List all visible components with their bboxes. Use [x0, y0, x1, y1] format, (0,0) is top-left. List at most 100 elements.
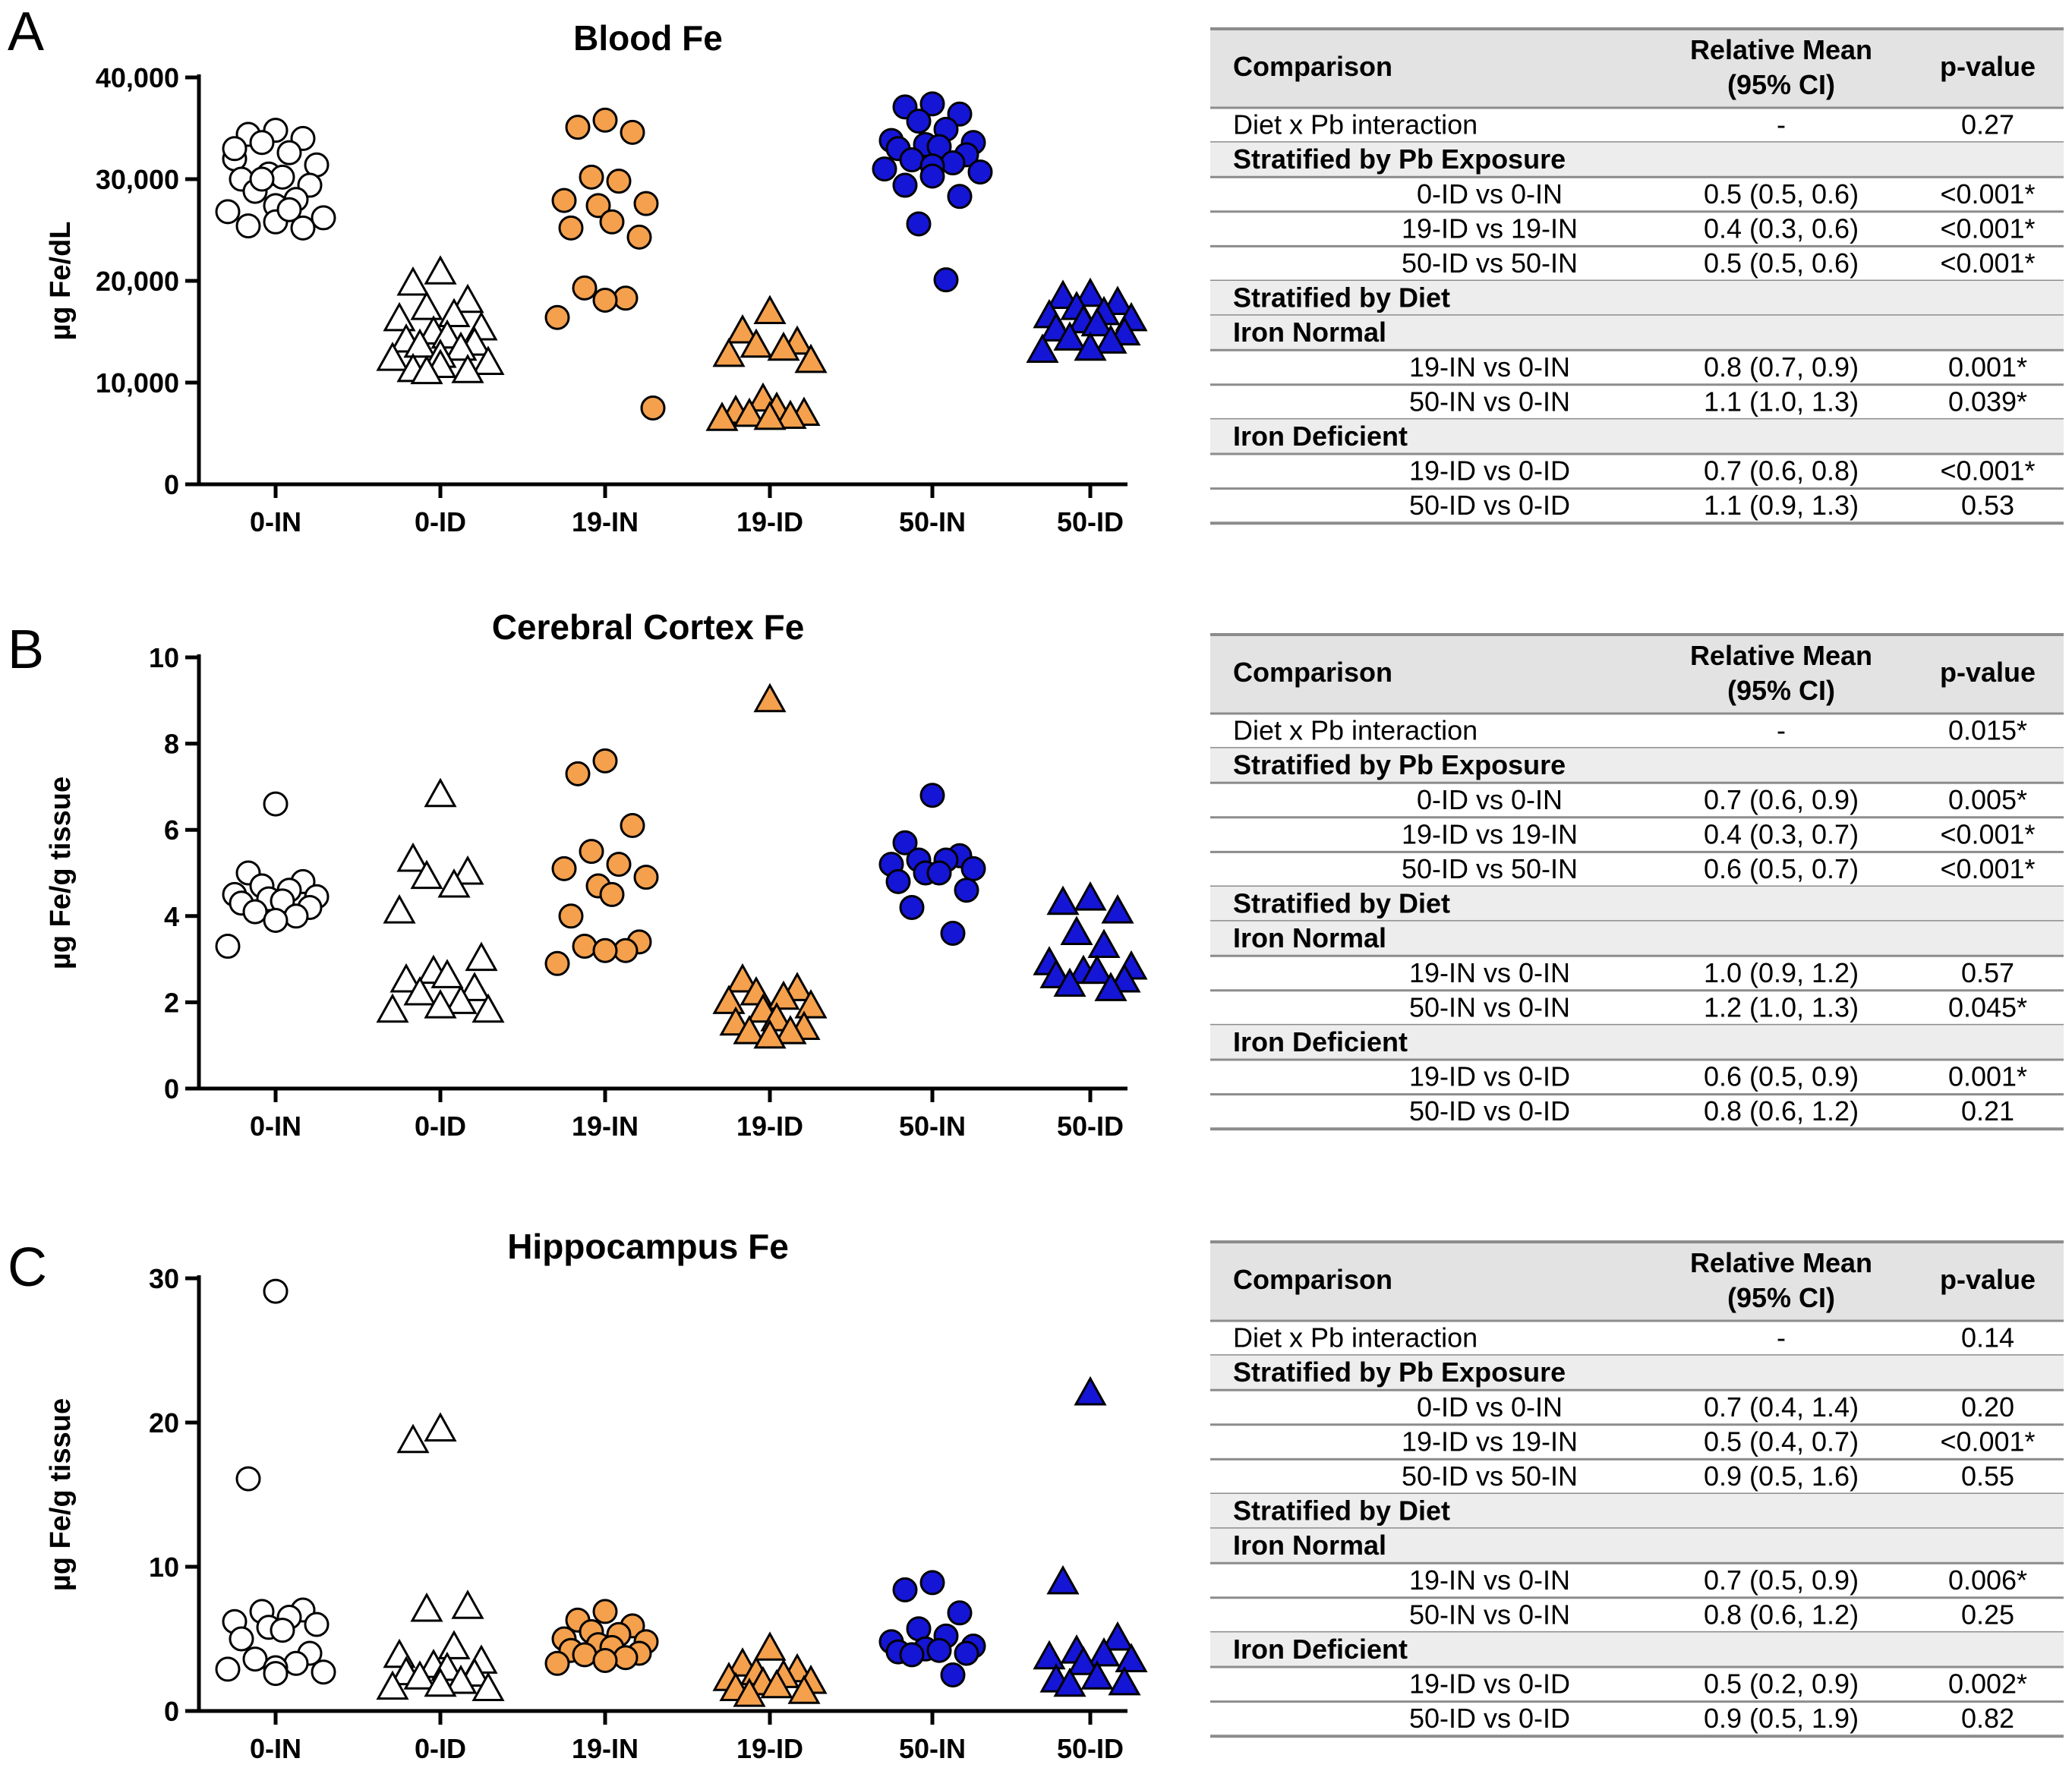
data-point — [304, 1612, 330, 1637]
mean-cell: 0.4 (0.3, 0.7) — [1704, 818, 1859, 849]
pvalue-cell: <0.001* — [1940, 178, 2035, 210]
series-0-IN — [215, 118, 336, 241]
table-row: Diet x Pb interaction - 0.27 — [1210, 109, 2064, 144]
table-row: 19-IN vs 0-IN 1.0 (0.9, 1.2) 0.57 — [1210, 957, 2064, 992]
series-50-ID — [1033, 881, 1148, 1001]
data-point — [606, 852, 632, 878]
data-point — [396, 842, 430, 872]
comparison-cell: Diet x Pb interaction — [1233, 1322, 1478, 1353]
data-point — [403, 328, 437, 358]
data-point — [960, 855, 986, 881]
data-point — [1053, 1667, 1086, 1697]
section-row-bg — [1210, 1025, 2064, 1060]
data-point — [471, 1672, 505, 1701]
data-point — [403, 975, 437, 1006]
data-point — [565, 115, 591, 140]
comparison-cell: 50-ID vs 50-IN — [1402, 1460, 1578, 1492]
pvalue-cell: 0.55 — [1961, 1460, 2014, 1492]
section-label: Iron Deficient — [1233, 1634, 1408, 1665]
x-tick-label: 0-IN — [250, 1733, 301, 1764]
comparison-cell: 19-ID vs 19-IN — [1402, 818, 1578, 849]
comparison-cell: 50-IN vs 0-IN — [1409, 386, 1570, 417]
chart-title: Hippocampus Fe — [507, 1227, 789, 1266]
table-row: Iron Deficient — [1210, 1025, 2064, 1061]
data-point — [760, 1668, 793, 1699]
data-point — [410, 291, 443, 320]
comparison-cell: 19-ID vs 19-IN — [1402, 213, 1578, 244]
data-point — [899, 147, 925, 173]
data-point — [774, 1015, 807, 1045]
mean-cell: 1.1 (0.9, 1.3) — [1704, 490, 1859, 521]
comparison-cell: 19-IN vs 0-IN — [1409, 957, 1570, 988]
y-tick-label: 30,000 — [96, 164, 179, 195]
data-point — [558, 215, 584, 241]
data-point — [376, 1670, 409, 1700]
x-tick-label: 19-IN — [572, 1111, 639, 1142]
data-point — [444, 331, 478, 361]
data-point — [544, 1650, 570, 1676]
comparison-cell: Diet x Pb interaction — [1233, 715, 1478, 746]
header-ci: (95% CI) — [1727, 1282, 1835, 1313]
chart-3: Hippocampus Fe µg Fe/g tissue 0 10 20 30 0-IN 0… — [45, 1227, 1148, 1764]
data-point — [424, 1667, 457, 1697]
table-row: Stratified by Diet — [1210, 281, 2064, 317]
mean-cell: 1.1 (1.0, 1.3) — [1704, 386, 1859, 417]
y-tick-label: 30 — [149, 1263, 179, 1294]
data-point — [592, 748, 618, 774]
data-point — [229, 1626, 254, 1652]
comparison-cell: 50-ID vs 0-ID — [1409, 490, 1570, 521]
mean-cell: 1.0 (0.9, 1.2) — [1704, 957, 1859, 988]
data-point — [740, 328, 773, 358]
data-point — [424, 255, 457, 285]
pvalue-cell: <0.001* — [1940, 818, 2035, 849]
table-row: 19-IN vs 0-IN 0.7 (0.5, 0.9) 0.006* — [1210, 1564, 2064, 1599]
x-tick-label: 50-IN — [899, 1111, 966, 1142]
table-row: Iron Deficient — [1210, 1632, 2064, 1668]
y-axis-label: µg Fe/g tissue — [45, 1398, 77, 1591]
data-point — [872, 156, 897, 182]
comparison-cell: 50-ID vs 0-ID — [1409, 1095, 1570, 1126]
data-point — [726, 963, 759, 993]
table-row: Stratified by Diet — [1210, 887, 2064, 923]
panel-letter-a: A — [8, 2, 44, 62]
data-point — [592, 937, 618, 963]
data-point — [471, 993, 505, 1023]
mean-cell: 0.5 (0.2, 0.9) — [1704, 1668, 1859, 1700]
y-tick-label: 2 — [164, 987, 179, 1018]
y-tick-label: 10,000 — [96, 367, 179, 399]
pvalue-cell: 0.015* — [1948, 715, 2027, 746]
table-row: 50-IN vs 0-IN 0.8 (0.6, 1.2) 0.25 — [1210, 1599, 2064, 1634]
data-point — [899, 894, 925, 920]
table-row: 50-IN vs 0-IN 1.2 (1.0, 1.3) 0.045* — [1210, 991, 2064, 1026]
data-point — [794, 343, 828, 373]
mean-cell: 0.5 (0.5, 0.6) — [1704, 178, 1859, 210]
series-19-IN — [544, 107, 666, 421]
data-point — [396, 1423, 430, 1454]
data-point — [410, 859, 443, 890]
data-point — [263, 1661, 289, 1687]
section-label: Iron Normal — [1233, 1530, 1386, 1561]
mean-cell: 0.7 (0.6, 0.9) — [1704, 784, 1859, 815]
header-pvalue: p-value — [1940, 657, 2036, 688]
x-tick-label: 19-ID — [736, 506, 803, 537]
section-label: Stratified by Pb Exposure — [1233, 749, 1566, 780]
data-point — [926, 860, 952, 886]
section-label: Iron Deficient — [1233, 421, 1408, 452]
data-point — [933, 267, 959, 293]
data-point — [892, 172, 918, 198]
data-point — [383, 301, 416, 332]
data-point — [410, 1592, 443, 1622]
data-point — [1053, 321, 1086, 351]
data-point — [1046, 1564, 1080, 1595]
data-point — [1046, 885, 1080, 915]
chart-2: Cerebral Cortex Fe µg Fe/g tissue 0 2 4 6 8 10 0… — [45, 607, 1148, 1142]
section-label: Stratified by Diet — [1233, 1495, 1450, 1527]
chart-title: Cerebral Cortex Fe — [492, 607, 805, 647]
x-tick-label: 19-IN — [572, 1733, 639, 1764]
table-row: Stratified by Pb Exposure — [1210, 1355, 2064, 1391]
mean-cell: 0.6 (0.5, 0.9) — [1704, 1061, 1859, 1092]
data-point — [424, 777, 457, 808]
data-point — [451, 354, 484, 383]
data-point — [899, 1642, 925, 1668]
x-tick-label: 0-ID — [415, 1733, 466, 1764]
